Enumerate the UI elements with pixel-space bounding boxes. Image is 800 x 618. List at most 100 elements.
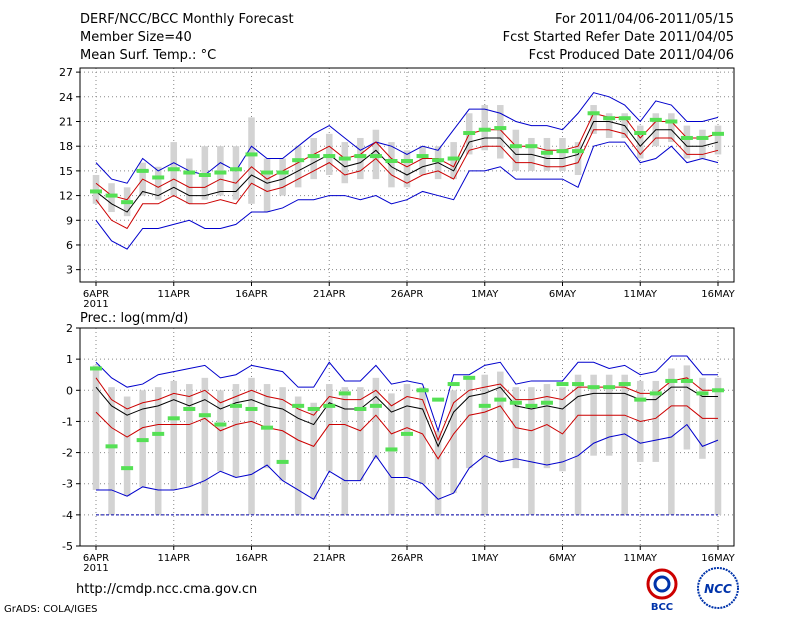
y-tick-label: 24 xyxy=(59,91,73,104)
observed-mark xyxy=(183,406,196,411)
observed-mark xyxy=(649,117,662,122)
spread-box xyxy=(419,146,426,175)
y-tick-label: 27 xyxy=(59,66,73,79)
spread-box xyxy=(372,377,380,459)
x-tick-label: 6MAY xyxy=(549,289,577,300)
observed-mark xyxy=(416,388,429,393)
observed-mark xyxy=(478,127,491,132)
observed-mark xyxy=(105,444,118,449)
spread-box xyxy=(388,142,395,188)
observed-mark xyxy=(136,438,149,443)
spread-box xyxy=(481,105,489,151)
member-size-label: Member Size=40 xyxy=(80,30,192,45)
observed-mark xyxy=(618,382,631,387)
y-tick-label: -2 xyxy=(62,447,73,460)
spread-box xyxy=(341,142,349,184)
spread-box xyxy=(263,158,271,213)
spread-box xyxy=(357,387,364,481)
spread-box xyxy=(543,384,551,469)
x-tick-label: 6APR xyxy=(83,289,109,300)
observed-mark xyxy=(385,159,398,164)
spread-box xyxy=(683,365,691,450)
observed-mark xyxy=(261,425,274,430)
precip-panel-title: Prec.: log(mm/d) xyxy=(80,311,188,326)
y-tick-label: 9 xyxy=(66,214,73,227)
spread-box xyxy=(699,129,706,159)
x-tick-label: 16APR xyxy=(235,289,268,300)
spread-box xyxy=(481,374,489,515)
bcc-logo-text: BCC xyxy=(651,602,673,613)
y-tick-label: 6 xyxy=(66,239,73,252)
observed-mark xyxy=(572,382,585,387)
observed-mark xyxy=(665,119,678,124)
spread-box xyxy=(714,377,722,515)
bcc-logo: BCC xyxy=(646,568,678,613)
x-tick-label: 11MAY xyxy=(623,289,657,300)
chart-title: DERF/NCC/BCC Monthly Forecast xyxy=(80,12,294,27)
observed-mark xyxy=(183,170,196,175)
series-line-ensemble-mean-lower xyxy=(95,129,719,230)
series-line-ensemble-min xyxy=(95,141,719,250)
x-tick-label: 1MAY xyxy=(471,289,499,300)
observed-mark xyxy=(105,193,118,198)
observed-mark xyxy=(214,422,227,427)
observed-mark xyxy=(167,416,180,421)
spread-box xyxy=(108,387,115,515)
observed-mark xyxy=(338,156,351,161)
observed-mark xyxy=(556,149,569,154)
observed-mark xyxy=(478,403,491,408)
spread-box xyxy=(154,166,162,200)
observed-mark xyxy=(494,397,507,402)
spread-box xyxy=(310,137,317,180)
y-tick-label: 15 xyxy=(59,165,73,178)
observed-mark xyxy=(463,375,476,380)
observed-mark xyxy=(152,175,165,180)
y-tick-label: 0 xyxy=(66,384,73,397)
observed-mark xyxy=(90,189,102,194)
spread-box xyxy=(108,183,115,213)
observed-mark xyxy=(712,388,724,393)
spread-box xyxy=(123,396,131,497)
observed-mark xyxy=(634,397,647,402)
series-line-ensemble-mean xyxy=(95,121,719,213)
spread-box xyxy=(512,129,520,171)
observed-mark xyxy=(167,167,180,172)
observed-mark xyxy=(447,382,460,387)
y-tick-label: -4 xyxy=(62,509,73,522)
x-tick-label: 16MAY xyxy=(701,553,735,564)
observed-mark xyxy=(245,406,258,411)
observed-mark xyxy=(307,154,320,159)
spread-box xyxy=(605,113,613,138)
y-tick-label: 1 xyxy=(66,353,73,366)
x-tick-label: 11APR xyxy=(157,553,190,564)
spread-box xyxy=(232,146,240,200)
spread-box xyxy=(310,402,317,500)
observed-mark xyxy=(401,431,413,436)
observed-mark xyxy=(432,158,445,163)
y-tick-label: 2 xyxy=(66,322,73,335)
observed-mark xyxy=(665,378,678,383)
observed-mark xyxy=(323,403,336,408)
observed-mark xyxy=(587,385,600,390)
spread-box xyxy=(419,387,426,484)
observed-mark xyxy=(369,403,382,408)
observed-mark xyxy=(572,149,585,154)
observed-mark xyxy=(276,170,289,175)
source-url[interactable]: http://cmdp.ncc.cma.gov.cn xyxy=(76,582,258,597)
x-tick-year: 2011 xyxy=(83,563,108,574)
observed-mark xyxy=(432,397,445,402)
spread-box xyxy=(450,142,457,180)
observed-mark xyxy=(292,158,305,163)
y-tick-label: 12 xyxy=(59,190,73,203)
ncc-logo: NCC xyxy=(697,567,739,609)
observed-mark xyxy=(261,170,274,175)
observed-mark xyxy=(696,391,709,396)
observed-mark xyxy=(323,154,336,159)
observed-mark xyxy=(385,447,398,452)
y-tick-label: -3 xyxy=(62,478,73,491)
spread-box xyxy=(574,142,582,175)
observed-mark xyxy=(525,144,538,149)
observed-mark xyxy=(338,391,351,396)
